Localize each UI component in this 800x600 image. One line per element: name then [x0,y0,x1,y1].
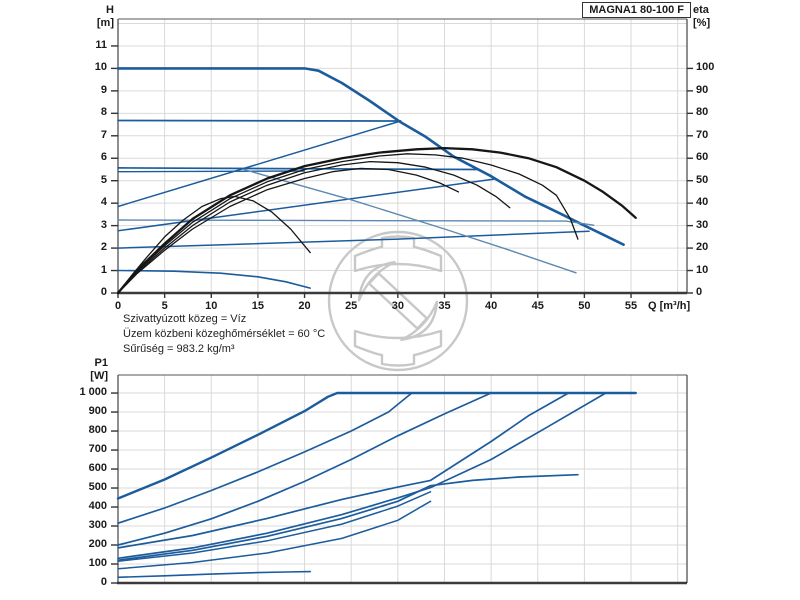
p1-tick-400: 400 [88,500,107,513]
model-label: MAGNA1 80-100 F [582,2,691,18]
eta-tick-40: 40 [696,196,709,209]
eta-tick-90: 90 [696,83,709,96]
eta-tick-80: 80 [696,106,709,119]
q-axis-title: Q [m³/h] [648,300,691,312]
p1-curve-4 [117,392,570,549]
q-tick-55: 55 [624,300,638,312]
p1-axis-title-symbol: P1 [94,357,108,369]
q-tick-15: 15 [251,300,265,312]
h-tick-6: 6 [100,151,107,164]
p1-max-speed [116,391,637,500]
p1-tick-200: 200 [88,538,107,550]
operating-conditions-notes: Szivattyúzott közeg = Víz Üzem közbeni k… [123,312,325,357]
h-tick-1: 1 [100,263,107,276]
h-tick-5: 5 [100,173,107,186]
q-tick-25: 25 [345,300,358,312]
h-tick-8: 8 [100,106,107,119]
speed2-head-curve [243,168,577,274]
h-tick-9: 9 [100,83,107,96]
p1-curve-3 [117,392,492,546]
note-density: Sűrűség = 983.2 kg/m³ [123,343,235,355]
p1-tick-900: 900 [88,405,107,418]
eta-tick-20: 20 [696,241,709,254]
p1-const-curve [117,473,579,562]
q-tick-45: 45 [531,300,544,312]
h-tick-3: 3 [100,218,107,231]
q-tick-5: 5 [161,300,168,312]
q-tick-20: 20 [298,300,311,312]
h-tick-11: 11 [95,38,107,51]
p1-curve-8 [117,500,432,570]
h-tick-4: 4 [100,196,107,209]
eta-tick-0: 0 [696,286,703,298]
p1-curve-7 [117,491,432,562]
q-tick-35: 35 [438,300,451,312]
prop-pressure-7.7 [117,120,402,208]
p1-tick-700: 700 [88,443,107,456]
h-axis-title: H [m] [60,4,114,30]
watermark-logo-icon [327,230,469,372]
p1-tick-600: 600 [88,462,107,475]
const-pressure-5.4 [117,170,306,173]
p1-tick-500: 500 [88,481,107,494]
p1-tick-1000: 1 000 [79,386,107,399]
p1-curve-5 [117,392,607,560]
q-tick-0: 0 [114,300,122,312]
note-medium: Szivattyúzott közeg = Víz [123,313,247,325]
p1-tick-800: 800 [88,424,107,437]
eta-axis-title-symbol: eta [693,4,709,16]
eta-tick-60: 60 [696,151,709,164]
eta-speed-3 [117,160,511,294]
eta-axis-title-unit: [%] [693,17,711,29]
eta-tick-100: 100 [696,61,715,74]
p1-tick-300: 300 [88,519,107,531]
h-axis-title-symbol: H [106,4,114,16]
eta-speed-2 [117,153,579,294]
q-tick-40: 40 [484,300,498,312]
p1-curve-2 [117,392,413,525]
const-pressure-7.7 [117,119,402,122]
p1-axis-title-unit: [W] [90,370,108,382]
min-speed-head-curve [117,269,312,289]
eta-tick-70: 70 [696,128,709,141]
q-tick-50: 50 [578,300,591,312]
note-temperature: Üzem közbeni közeghőmérséklet = 60 °C [123,328,326,340]
h-tick-0: 0 [100,286,107,298]
eta-speed-4 [117,167,460,294]
p1-tick-100: 100 [88,557,107,569]
p1-min-speed [117,570,312,579]
eta-max-speed [116,146,637,295]
eta-tick-50: 50 [696,173,709,186]
p1-axis-title: P1 [W] [60,357,108,383]
eta-tick-30: 30 [696,218,709,231]
p1-tick-0: 0 [100,576,107,588]
eta-min-speed [117,195,311,294]
q-tick-30: 30 [391,300,404,312]
const-pressure-3.25 [117,219,595,226]
h-axis-title-unit: [m] [96,17,114,29]
h-tick-7: 7 [100,128,107,141]
q-tick-10: 10 [205,300,218,312]
h-tick-10: 10 [94,61,107,74]
prop-pressure-2.0 [117,230,590,249]
eta-axis-title: eta [%] [693,4,710,30]
h-tick-2: 2 [100,241,107,254]
eta-tick-10: 10 [696,263,709,276]
